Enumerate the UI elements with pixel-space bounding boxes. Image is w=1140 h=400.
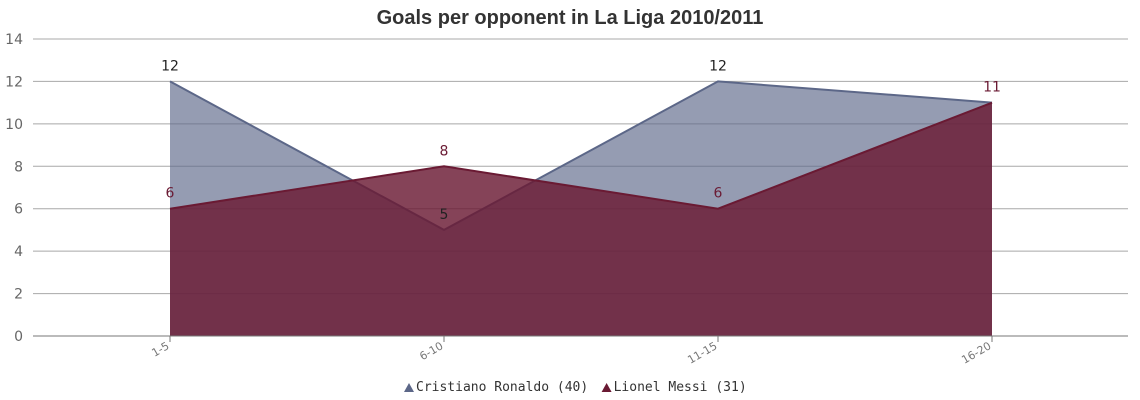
axes: 1-5 6-10 11-15 16-20 [33,335,1128,367]
series-area [170,102,992,337]
legend-label: Lionel Messi (31) [614,380,747,395]
legend-marker-icon [601,383,612,392]
legend-marker-icon [404,383,414,392]
data-label: 6 [714,186,723,202]
chart-title: Goals per opponent in La Liga 2010/2011 [377,7,764,29]
y-tick-label: 10 [5,117,23,133]
y-tick-label: 12 [5,74,23,90]
x-tick-label: 11-15 [685,339,719,366]
data-label: 6 [166,186,175,202]
y-tick-label: 14 [5,32,23,48]
series-line [169,80,993,232]
legend-item[interactable]: Lionel Messi (31) [601,380,747,395]
data-labels: 12 5 12 6 8 6 11 [161,58,1001,223]
data-label: 8 [440,143,449,159]
legend[interactable]: Cristiano Ronaldo (40) Lionel Messi (31) [404,380,747,395]
y-tick-label: 8 [14,159,23,175]
series-line [169,101,993,210]
y-tick-label: 6 [14,202,23,218]
data-label: 5 [440,207,449,223]
y-tick-label: 4 [14,244,23,260]
legend-label: Cristiano Ronaldo (40) [416,380,588,395]
legend-item[interactable]: Cristiano Ronaldo (40) [404,380,588,395]
y-tick-label: 0 [14,329,23,345]
data-label: 12 [161,58,179,74]
series-areas [169,80,993,337]
x-tick-label: 1-5 [149,339,171,359]
x-tick-label: 6-10 [417,339,445,363]
y-tick-label: 2 [14,287,23,303]
data-label: 12 [709,58,727,74]
x-tick-label: 16-20 [959,339,993,366]
data-label: 11 [983,80,1001,96]
